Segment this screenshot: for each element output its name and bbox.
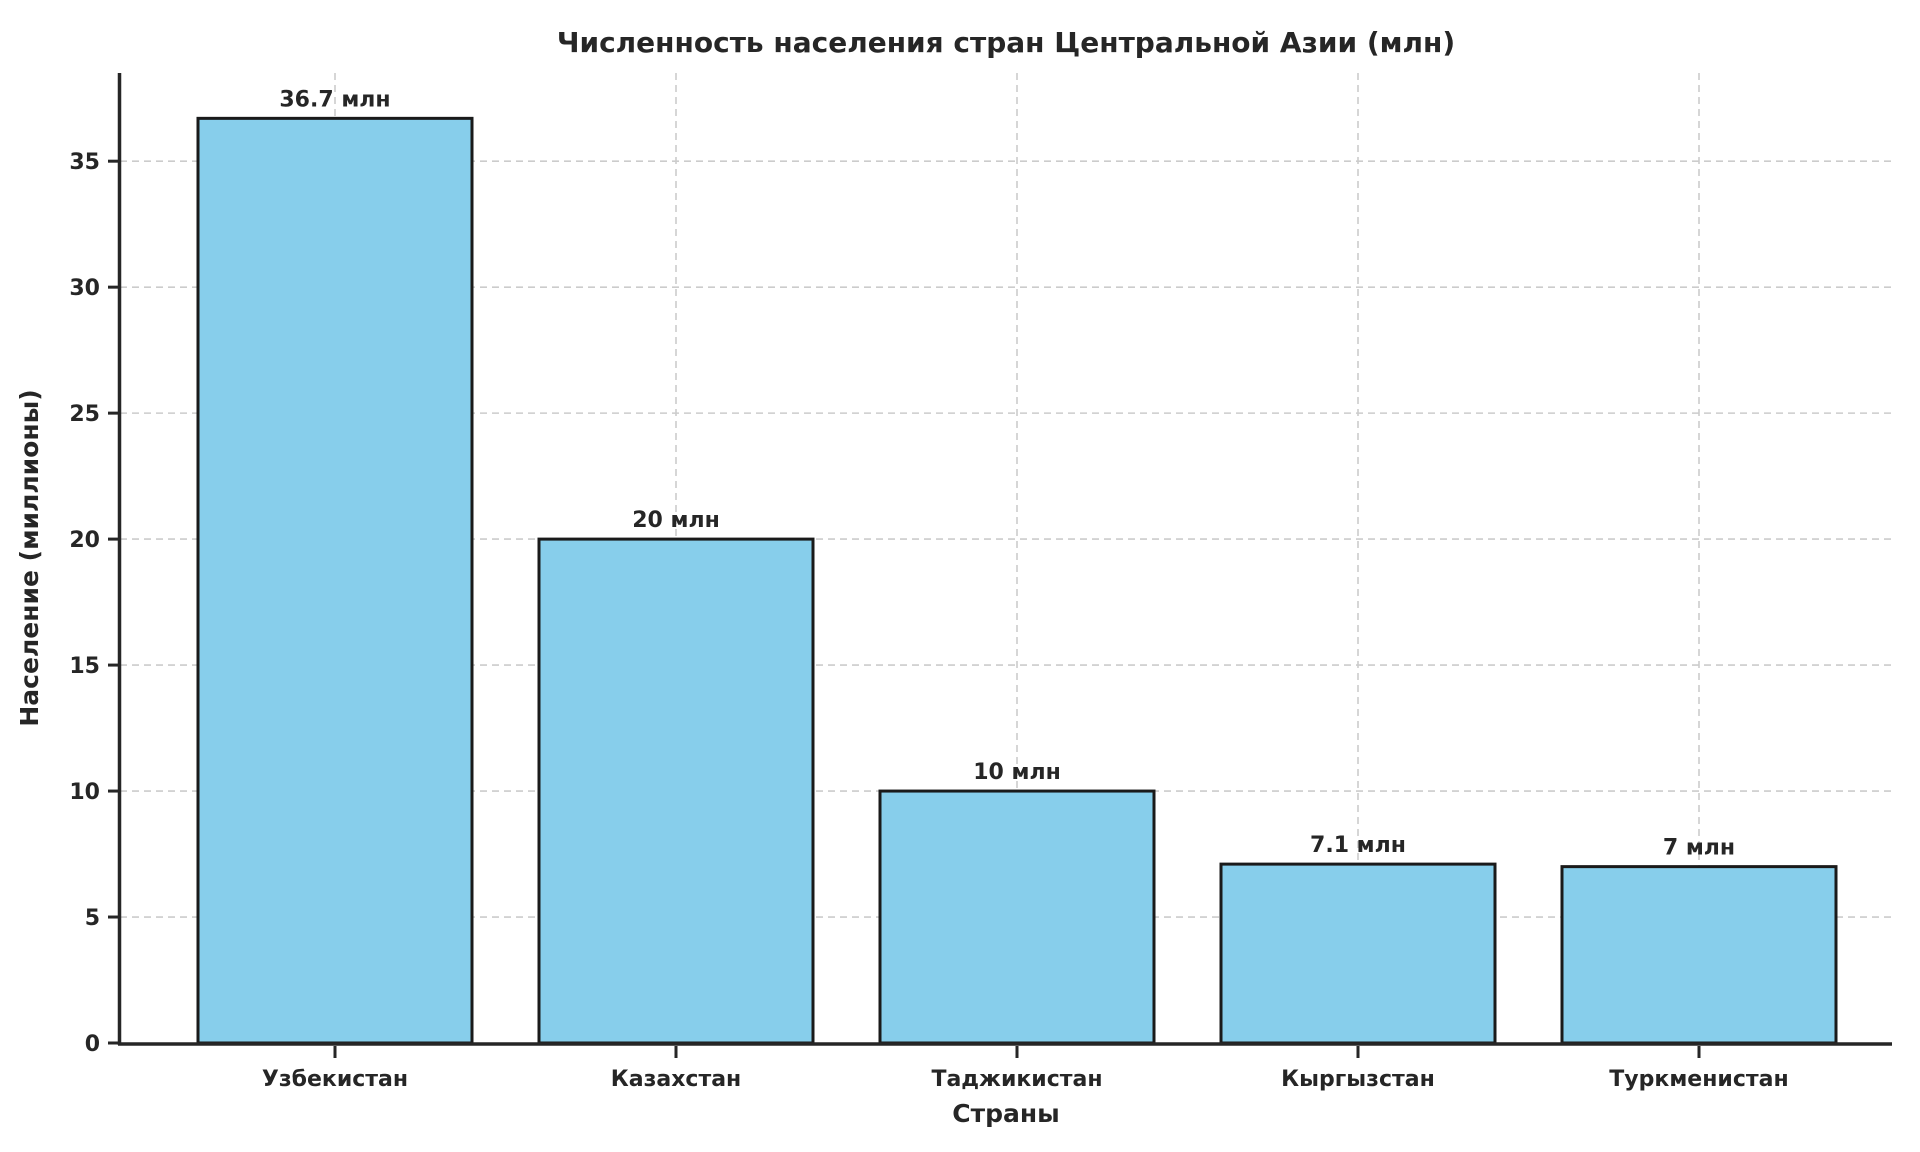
bar [196,116,474,1045]
bar-value-label: 10 млн [973,760,1061,785]
axes-layer [108,73,1892,1058]
x-tick-label: Кыргызстан [1281,1067,1435,1092]
x-tick-label: Узбекистан [262,1067,408,1092]
text-layer: Численность населения стран Центральной … [15,26,1789,1128]
y-tick-label: 15 [69,654,100,679]
bar-value-label: 7 млн [1663,836,1735,861]
bar-value-label: 20 млн [632,508,720,533]
bar-value-label: 36.7 млн [279,87,390,112]
x-axis-label: Страны [952,1099,1059,1128]
y-axis-label: Население (миллионы) [15,389,44,726]
bar [1560,865,1838,1045]
bar [878,789,1156,1045]
y-tick-label: 30 [69,276,100,301]
chart-title: Численность населения стран Центральной … [557,26,1455,59]
bar-value-label: 7.1 млн [1310,833,1406,858]
y-tick-label: 0 [85,1032,100,1057]
x-tick-label: Таджикистан [931,1067,1102,1092]
y-tick-label: 25 [69,402,100,427]
x-tick-label: Туркменистан [1609,1067,1788,1092]
y-tick-label: 20 [69,528,100,553]
bar [537,537,815,1045]
y-tick-label: 5 [85,906,100,931]
y-tick-label: 35 [69,150,100,175]
y-tick-label: 10 [69,780,100,805]
bars-layer [196,116,1838,1045]
x-tick-label: Казахстан [611,1067,742,1092]
bar [1219,862,1497,1045]
